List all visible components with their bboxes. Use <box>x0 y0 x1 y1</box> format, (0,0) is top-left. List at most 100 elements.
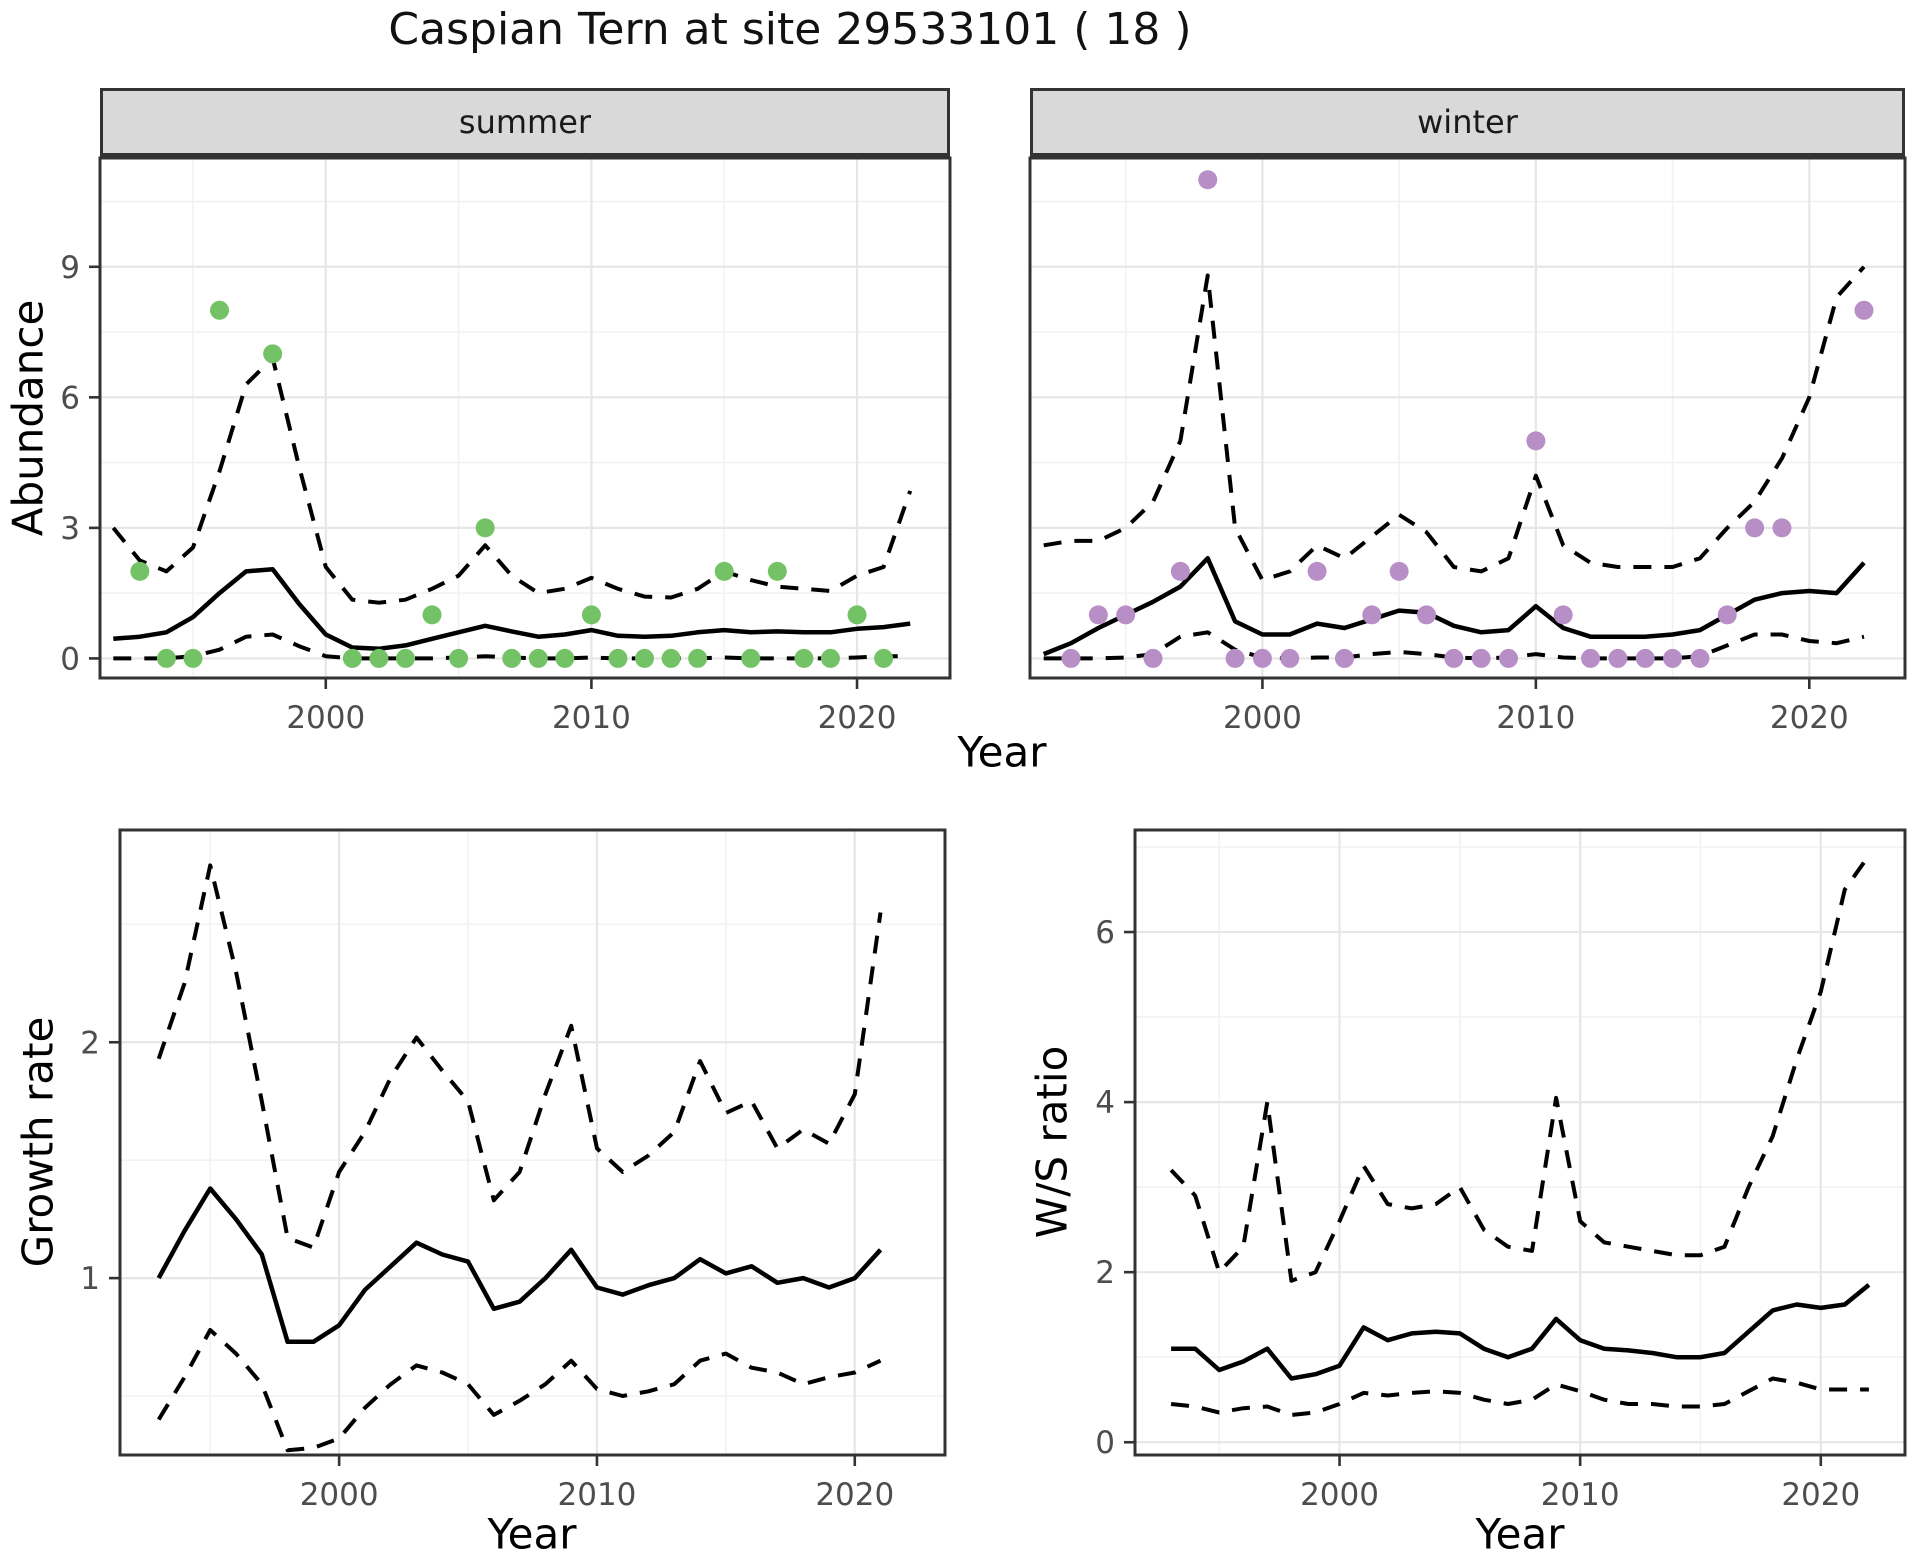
plot-title: Caspian Tern at site 29533101 ( 18 ) <box>388 4 1192 55</box>
data-point <box>1198 170 1218 190</box>
facet-strip-summer: summer <box>100 88 950 158</box>
data-point <box>661 648 681 668</box>
data-point <box>1061 648 1081 668</box>
data-point <box>475 518 495 538</box>
data-point <box>449 648 469 668</box>
data-point <box>342 648 362 668</box>
data-point <box>502 648 522 668</box>
data-point <box>1854 300 1874 320</box>
x-tick-label: 2010 <box>1541 1477 1620 1513</box>
gridlines <box>100 158 950 678</box>
y-tick-label: 6 <box>60 380 80 416</box>
data-point <box>528 648 548 668</box>
series-median <box>156 1186 883 1345</box>
data-point <box>1307 561 1327 581</box>
data-point <box>1252 648 1272 668</box>
data-point <box>1717 605 1737 625</box>
data-point <box>1362 605 1382 625</box>
x-tick-label: 2020 <box>1781 1477 1860 1513</box>
panel-ws-ratio: 2000 2010 2020 0 2 4 6 <box>1095 828 1907 1513</box>
data-point <box>1663 648 1683 668</box>
x-tick-label: 2020 <box>815 1477 894 1513</box>
y-tick-label: 4 <box>1095 1085 1115 1121</box>
data-point <box>1116 605 1136 625</box>
y-tick-label: 1 <box>80 1261 100 1297</box>
y-axis-title-growth-rate: Growth rate <box>13 1016 63 1268</box>
y-tick-label: 0 <box>1095 1425 1115 1461</box>
data-point <box>820 648 840 668</box>
series-median <box>113 566 911 652</box>
data-point <box>263 344 283 364</box>
y-tick-label: 0 <box>60 641 80 677</box>
data-point <box>1608 648 1628 668</box>
series-upper_ci <box>156 863 883 1250</box>
x-tick-label: 2000 <box>1300 1477 1379 1513</box>
data-point <box>183 648 203 668</box>
panel-background <box>1030 158 1905 678</box>
data-point <box>1581 648 1601 668</box>
data-point <box>1170 561 1190 581</box>
data-point <box>1088 605 1108 625</box>
x-tick-label: 2020 <box>818 700 897 736</box>
data-point <box>130 561 150 581</box>
y-tick-label: 2 <box>80 1025 100 1061</box>
x-tick-label: 2000 <box>1223 700 1302 736</box>
data-point <box>1143 648 1163 668</box>
gridlines <box>1135 830 1905 1455</box>
panel-border <box>98 156 952 680</box>
y-axis-title-ws-ratio: W/S ratio <box>1027 1045 1077 1239</box>
data-point <box>1334 648 1354 668</box>
data-point <box>794 648 814 668</box>
x-tick-label: 2010 <box>558 1477 637 1513</box>
data-point <box>1635 648 1655 668</box>
data-point <box>1444 648 1464 668</box>
data-point <box>210 300 230 320</box>
data-point <box>874 648 894 668</box>
data-point <box>1745 518 1765 538</box>
panel-background <box>120 830 945 1455</box>
x-tick-label: 2010 <box>1496 700 1575 736</box>
data-point <box>369 648 389 668</box>
panel-growth-rate: 2000 2010 2020 1 2 <box>80 828 947 1513</box>
panel-abundance-winter: 2000 2010 2020 <box>1028 156 1907 736</box>
data-point <box>156 648 176 668</box>
observation-points <box>1061 170 1874 668</box>
data-point <box>847 605 867 625</box>
x-axis-title-year-top: Year <box>957 727 1047 777</box>
data-point <box>1471 648 1491 668</box>
data-point <box>1389 561 1409 581</box>
series-lower_ci <box>1043 630 1865 661</box>
panel-border <box>1028 156 1907 680</box>
y-tick-label: 6 <box>1095 915 1115 951</box>
data-point <box>1526 431 1546 451</box>
y-tick-label: 9 <box>60 250 80 286</box>
data-point <box>767 561 787 581</box>
data-point <box>688 648 708 668</box>
data-point <box>555 648 575 668</box>
data-point <box>395 648 415 668</box>
y-axis-title-abundance: Abundance <box>3 299 53 537</box>
data-point <box>581 605 601 625</box>
data-point <box>1553 605 1573 625</box>
series-lower_ci <box>1170 1376 1869 1417</box>
facet-strip-winter: winter <box>1030 88 1905 158</box>
data-point <box>1690 648 1710 668</box>
observation-points <box>130 300 894 668</box>
data-point <box>608 648 628 668</box>
y-tick-label: 3 <box>60 511 80 547</box>
series-lower_ci <box>156 1328 882 1453</box>
data-point <box>1280 648 1300 668</box>
panel-border <box>118 828 947 1457</box>
facet-strip-winter-label: winter <box>1417 103 1518 141</box>
x-tick-label: 2020 <box>1770 700 1849 736</box>
x-tick-label: 2000 <box>300 1477 379 1513</box>
data-point <box>1225 648 1245 668</box>
panel-background <box>100 158 950 678</box>
data-point <box>1499 648 1519 668</box>
series-median <box>1171 1283 1871 1381</box>
data-point <box>741 648 761 668</box>
data-point <box>422 605 442 625</box>
x-tick-label: 2010 <box>552 700 631 736</box>
panel-border <box>1133 828 1907 1457</box>
